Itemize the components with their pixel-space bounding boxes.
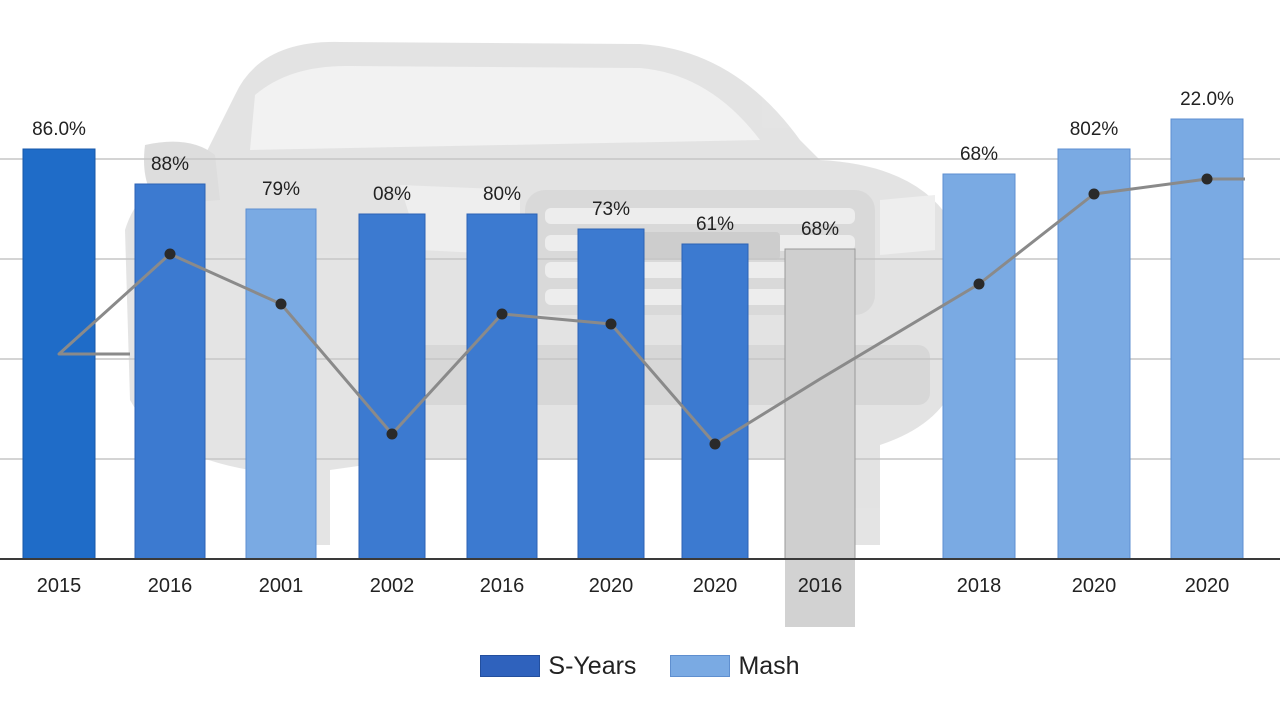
x-tick-label-9: 2020 [1072, 575, 1117, 597]
legend-swatch-mash [670, 655, 731, 677]
bar-highlight-extension [785, 559, 855, 627]
line-series [57, 173, 1245, 450]
value-label-0: 86.0% [32, 119, 86, 140]
line-point-2 [275, 298, 287, 310]
bar-3 [358, 213, 426, 560]
value-label-2: 79% [262, 179, 300, 200]
x-axis-labels: 2015 2016 2001 2002 2016 2020 2020 2016 2018 2020… [37, 575, 1230, 597]
line-point-4 [496, 308, 508, 320]
bar-6 [681, 243, 749, 560]
x-tick-label-10: 2020 [1185, 575, 1230, 597]
x-tick-label-7: 2016 [798, 575, 843, 597]
value-label-3: 08% [373, 184, 411, 205]
bar-5 [577, 228, 645, 560]
x-tick-label-5: 2020 [589, 575, 634, 597]
value-label-7: 68% [801, 219, 839, 240]
legend: S-Years Mash [0, 648, 1280, 684]
legend-swatch-s-years [480, 655, 541, 677]
chart-canvas: 86.0% 88% 79% 08% 80% 73% 61% 68% 68% 802% 22.0% 2… [0, 41, 1280, 627]
value-label-5: 73% [592, 199, 630, 220]
line-point-6 [709, 438, 721, 450]
legend-item-mash: Mash [670, 651, 800, 681]
x-tick-label-6: 2020 [693, 575, 738, 597]
value-label-6: 61% [696, 214, 734, 235]
x-tick-label-3: 2002 [370, 575, 415, 597]
legend-label-s-years: S-Years [548, 651, 637, 680]
bar-8 [942, 173, 1016, 560]
line-point-8 [973, 278, 985, 290]
line-point-3 [386, 428, 398, 440]
bar-2 [245, 208, 317, 560]
x-tick-label-0: 2015 [37, 575, 82, 597]
line-point-5 [605, 318, 617, 330]
x-tick-label-1: 2016 [148, 575, 193, 597]
x-tick-label-8: 2018 [957, 575, 1002, 597]
value-label-10: 22.0% [1180, 89, 1234, 110]
bar-1 [134, 183, 206, 560]
value-label-8: 68% [960, 144, 998, 165]
value-labels: 86.0% 88% 79% 08% 80% 73% 61% 68% 68% 802% 22.0% [32, 89, 1234, 240]
x-tick-label-4: 2016 [480, 575, 525, 597]
bar-4 [466, 213, 538, 560]
value-label-9: 802% [1070, 119, 1119, 140]
x-tick-label-2: 2001 [259, 575, 304, 597]
bar-series [22, 118, 1244, 627]
bar-10 [1170, 118, 1244, 560]
line-point-9 [1088, 188, 1100, 200]
bar-7 [784, 248, 856, 560]
value-label-4: 80% [483, 184, 521, 205]
line-point-10 [1201, 173, 1213, 185]
legend-item-s-years: S-Years [480, 652, 636, 681]
bar-9 [1057, 148, 1131, 560]
line-point-1 [164, 248, 176, 260]
value-label-1: 88% [151, 154, 189, 175]
legend-label-mash: Mash [738, 651, 800, 680]
